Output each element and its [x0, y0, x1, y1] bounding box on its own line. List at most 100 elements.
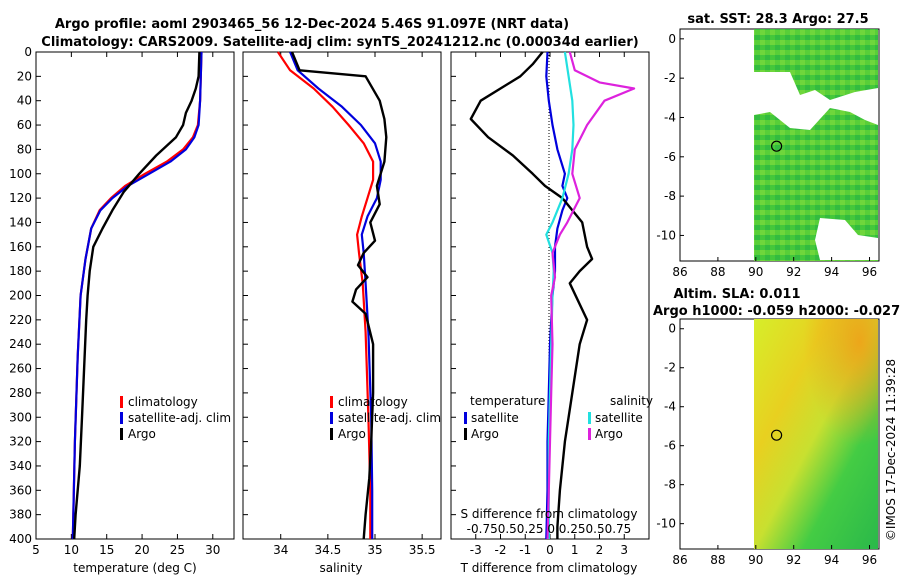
temperature-panel-frame [35, 51, 235, 540]
sla-map-axes: 86 88 90 92 94 96 0 -2 -4 -6 -8 -10 [656, 322, 877, 567]
map-y-tick-label: 0 [668, 322, 676, 336]
y-tick-label: 120 [9, 191, 32, 205]
y-tick-label: 380 [9, 508, 32, 522]
y-tick-label: 140 [9, 215, 32, 229]
y-tick-label: 160 [9, 240, 32, 254]
x-tick-label: -3 [470, 543, 482, 557]
difference-x-axis: -3 -2 -1 0 1 2 3 [451, 51, 628, 557]
map-x-tick-label: 90 [748, 265, 763, 279]
y-tick-label: 60 [17, 118, 32, 132]
temperature-x-axis: 5 10 15 20 25 30 [32, 52, 220, 557]
y-tick-label: 300 [9, 410, 32, 424]
s-difference-ticks: -0.750.50.25 0 0.250.50.75 [467, 522, 632, 536]
x-tick-label: 35 [367, 543, 382, 557]
map-x-tick-label: 88 [710, 553, 725, 567]
timestamp-stamp: ©IMOS 17-Dec-2024 11:39:28 [884, 359, 898, 541]
temperature-panel: 0 20 40 60 80 100 120 140 160 180 200 220 240 260 280 3… [9, 45, 235, 575]
sst-cloud-mask [754, 72, 878, 130]
y-tick-label: 0 [24, 45, 32, 59]
legend3-t-satellite-label: satellite [471, 411, 519, 425]
y-tick-label: 360 [9, 483, 32, 497]
title-line-2: Climatology: CARS2009. Satellite-adj cli… [41, 35, 638, 50]
series-line-salinity-argo [546, 51, 636, 540]
x-tick-label: 2 [596, 543, 604, 557]
map-x-tick-label: 92 [786, 265, 801, 279]
y-tick-label: 180 [9, 264, 32, 278]
x-tick-label: -1 [519, 543, 531, 557]
map-y-tick-label: -10 [656, 517, 676, 531]
x-tick-label: 15 [99, 543, 114, 557]
legend3-t-satellite-swatch [464, 412, 467, 424]
legend-satellite-label: satellite-adj. clim [128, 411, 231, 425]
x-tick-label: 3 [620, 543, 628, 557]
y-tick-label: 40 [17, 94, 32, 108]
x-tick-label: 34.5 [314, 543, 341, 557]
legend2-satellite-label: satellite-adj. clim [338, 411, 441, 425]
legend3-t-argo-swatch [464, 428, 467, 440]
s-difference-label: S difference from climatology [461, 507, 638, 521]
x-tick-label: 5 [32, 543, 40, 557]
map-x-tick-label: 96 [862, 265, 877, 279]
sla-argo-marker [771, 429, 783, 441]
legend2-climatology-swatch [330, 396, 333, 408]
map-x-tick-label: 96 [862, 553, 877, 567]
legend-climatology-label: climatology [128, 395, 198, 409]
x-tick-label: -2 [495, 543, 507, 557]
sst-map-axes: 86 88 90 92 94 96 0 -2 -4 -6 -8 -10 [656, 32, 877, 279]
y-tick-label: 100 [9, 167, 32, 181]
x-tick-label: 0 [546, 543, 554, 557]
legend2-argo-label: Argo [338, 427, 366, 441]
sst-cloud-mask-2 [815, 218, 878, 260]
legend3-s-satellite-swatch [588, 412, 591, 424]
title-line-1: Argo profile: aoml 2903465_56 12-Dec-202… [55, 17, 569, 32]
series-line-salinity-satellite [545, 51, 575, 539]
legend3-t-argo-label: Argo [471, 427, 499, 441]
map-x-tick-label: 94 [824, 265, 839, 279]
difference-x-label: T difference from climatology [460, 561, 638, 575]
temperature-x-label: temperature (deg C) [73, 561, 196, 575]
x-tick-label: 35.5 [409, 543, 436, 557]
temperature-lines [71, 51, 203, 540]
map-y-tick-label: -4 [664, 400, 676, 414]
map-y-tick-label: 0 [668, 32, 676, 46]
x-tick-label: 20 [134, 543, 149, 557]
difference-legend: temperature salinity satellite Argo sate… [464, 394, 653, 441]
salinity-panel: 34 34.5 35 35.5 salinity climatology satell… [242, 51, 442, 575]
legend3-temperature-heading: temperature [470, 394, 545, 408]
map-y-tick-label: -10 [656, 228, 676, 242]
series-line-temperature-argo [469, 51, 594, 539]
series-line-satellite-adj-clim [289, 51, 382, 539]
sst-map-title: sat. SST: 28.3 Argo: 27.5 [687, 12, 868, 27]
legend3-s-argo-swatch [588, 428, 591, 440]
legend-climatology-swatch [120, 396, 123, 408]
map-x-tick-label: 88 [710, 265, 725, 279]
y-tick-label: 20 [17, 69, 32, 83]
depth-axis: 0 20 40 60 80 100 120 140 160 180 200 220 240 260 280 3… [9, 45, 41, 546]
map-y-tick-label: -8 [664, 189, 676, 203]
series-line-argo [290, 51, 388, 540]
map-x-tick-label: 94 [824, 553, 839, 567]
y-tick-label: 260 [9, 362, 32, 376]
map-x-tick-label: 86 [672, 265, 687, 279]
salinity-x-axis: 34 34.5 35 35.5 [243, 51, 436, 557]
legend3-salinity-heading: salinity [610, 394, 653, 408]
map-y-tick-label: -2 [664, 361, 676, 375]
x-tick-label: 30 [205, 543, 220, 557]
sst-argo-marker [771, 140, 783, 152]
map-x-tick-label: 92 [786, 553, 801, 567]
difference-lines [469, 51, 636, 540]
map-y-tick-label: -4 [664, 110, 676, 124]
sst-map: 86 88 90 92 94 96 0 -2 -4 -6 -8 -10 [656, 28, 880, 279]
x-tick-label: 34 [273, 543, 288, 557]
x-tick-label: 1 [571, 543, 579, 557]
map-y-tick-label: -6 [664, 439, 676, 453]
y-tick-label: 280 [9, 386, 32, 400]
map-x-tick-label: 90 [748, 553, 763, 567]
map-x-tick-label: 86 [672, 553, 687, 567]
legend3-s-argo-label: Argo [595, 427, 623, 441]
legend-argo-label: Argo [128, 427, 156, 441]
y-tick-label: 320 [9, 435, 32, 449]
y-tick-label: 340 [9, 459, 32, 473]
y-tick-label: 400 [9, 532, 32, 546]
difference-panel: -3 -2 -1 0 1 2 3 T difference from climatology… [450, 51, 653, 575]
